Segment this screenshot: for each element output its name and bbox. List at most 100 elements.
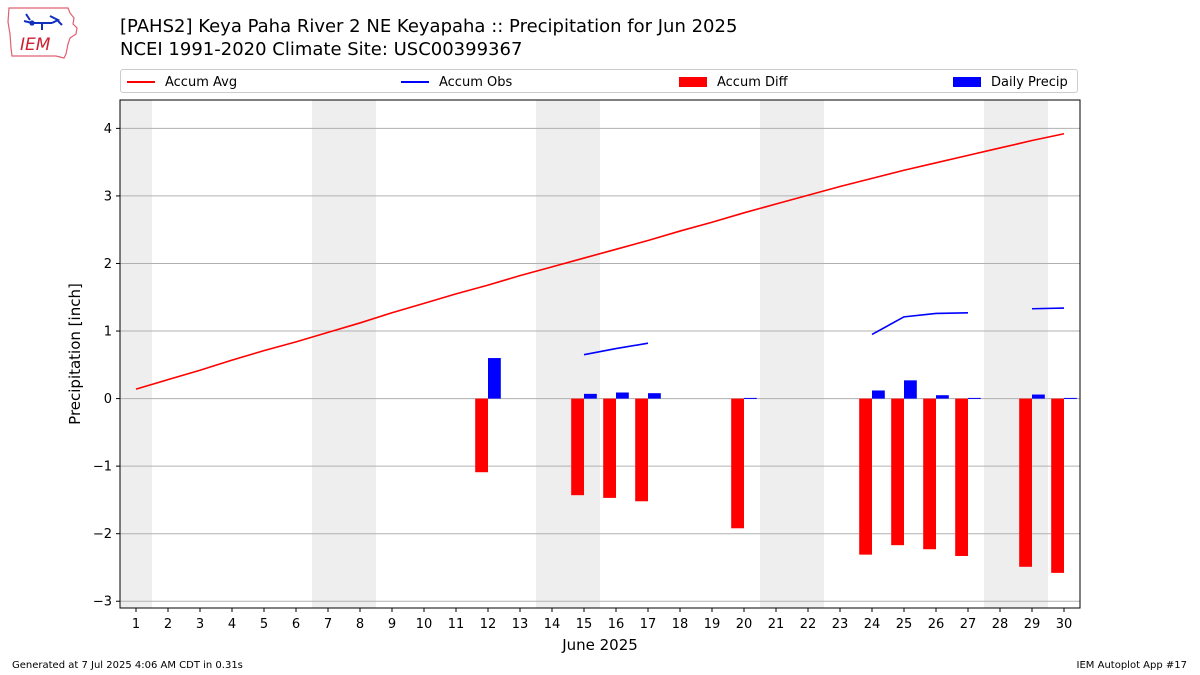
daily-precip-bar-16 — [616, 392, 629, 399]
y-axis-label: Precipitation [inch] — [66, 283, 84, 425]
accum-obs-line-segment-2 — [1031, 307, 1065, 310]
x-tick-label: 10 — [416, 617, 433, 632]
chart-legend: Accum Avg Accum Obs Accum Diff Daily Pre… — [120, 69, 1078, 93]
legend-entry-accum-diff: Accum Diff — [679, 73, 788, 91]
x-tick-label: 24 — [864, 617, 881, 632]
weekend-band-21 — [760, 100, 792, 608]
x-tick-label: 29 — [1024, 617, 1041, 632]
x-tick-label: 1 — [132, 617, 140, 632]
x-tick-label: 7 — [324, 617, 332, 632]
y-axis-ticks: −3 −2 −1 0 1 2 3 4 — [93, 122, 120, 610]
grid-lines — [120, 127, 1080, 602]
accum-diff-bar-26 — [923, 398, 936, 550]
x-tick-label: 21 — [768, 617, 785, 632]
weekend-band-22 — [792, 100, 824, 608]
weekend-band-7 — [312, 100, 344, 608]
legend-label-accum-obs: Accum Obs — [439, 74, 513, 90]
y-tick-label: −3 — [93, 595, 112, 610]
y-tick-label: 1 — [104, 325, 112, 340]
x-tick-label: 3 — [196, 617, 204, 632]
legend-entry-accum-obs: Accum Obs — [401, 73, 512, 91]
x-tick-label: 14 — [544, 617, 561, 632]
legend-label-accum-avg: Accum Avg — [165, 74, 238, 90]
chart-title: [PAHS2] Keya Paha River 2 NE Keyapaha ::… — [120, 16, 738, 37]
logo-text: IEM — [20, 35, 51, 55]
x-axis-label: June 2025 — [561, 636, 638, 654]
chart-subtitle: NCEI 1991-2020 Climate Site: USC00399367 — [120, 39, 523, 60]
weekend-band-28 — [984, 100, 1016, 608]
weekend-band-1 — [120, 100, 152, 608]
legend-label-daily-precip: Daily Precip — [991, 74, 1068, 90]
x-tick-label: 28 — [992, 617, 1009, 632]
x-axis-ticks: 1 2 3 4 5 6 7 8 9 10 11 12 13 14 15 16 17 18 19 20 21 22 23 24 2… — [132, 608, 1072, 632]
legend-label-accum-diff: Accum Diff — [717, 74, 788, 90]
accum-diff-bar-20 — [731, 398, 744, 529]
legend-swatch-red — [679, 77, 707, 87]
legend-entry-daily-precip: Daily Precip — [953, 73, 1068, 91]
legend-line-red — [127, 81, 155, 83]
weekend-band-8 — [344, 100, 376, 608]
daily-precip-bar-17 — [648, 393, 661, 399]
weather-station-icon — [23, 13, 63, 30]
accum-obs-line-segment-0 — [583, 342, 649, 356]
iem-logo: IEM — [7, 7, 78, 59]
x-tick-label: 25 — [896, 617, 913, 632]
weekend-bands — [120, 100, 1048, 608]
app-credit: IEM Autoplot App #17 — [1076, 660, 1187, 671]
x-tick-label: 9 — [388, 617, 396, 632]
daily-precip-bar-15 — [584, 393, 597, 399]
y-tick-label: 0 — [104, 392, 112, 407]
accum-diff-bar-24 — [859, 398, 872, 555]
legend-line-blue — [401, 81, 429, 83]
x-tick-label: 2 — [164, 617, 172, 632]
weekend-band-14 — [536, 100, 568, 608]
y-tick-label: −2 — [93, 527, 112, 542]
accum-diff-bar-29 — [1019, 398, 1032, 567]
y-tick-label: 4 — [104, 122, 112, 137]
x-tick-label: 15 — [576, 617, 593, 632]
daily-precip-bar-26 — [936, 395, 949, 399]
bar-marks — [475, 358, 1077, 573]
y-tick-label: 3 — [104, 189, 112, 204]
x-tick-label: 27 — [960, 617, 977, 632]
legend-swatch-blue — [953, 77, 981, 87]
x-tick-label: 20 — [736, 617, 753, 632]
y-tick-label: −1 — [93, 460, 112, 475]
y-tick-label: 2 — [104, 257, 112, 272]
x-tick-label: 22 — [800, 617, 817, 632]
accum-avg-line — [135, 132, 1065, 390]
x-tick-label: 5 — [260, 617, 268, 632]
x-tick-label: 4 — [228, 617, 236, 632]
accum-diff-bar-16 — [603, 398, 616, 498]
daily-precip-bar-27 — [968, 397, 981, 399]
x-tick-label: 17 — [640, 617, 657, 632]
x-tick-label: 23 — [832, 617, 849, 632]
accum-diff-bar-15 — [571, 398, 584, 496]
accum-diff-bar-25 — [891, 398, 904, 546]
x-tick-label: 26 — [928, 617, 945, 632]
accum-diff-bar-12 — [475, 398, 488, 473]
x-tick-label: 19 — [704, 617, 721, 632]
accum-diff-bar-27 — [955, 398, 968, 556]
x-tick-label: 13 — [512, 617, 529, 632]
x-tick-label: 12 — [480, 617, 497, 632]
x-tick-label: 16 — [608, 617, 625, 632]
x-tick-label: 6 — [292, 617, 300, 632]
accum-obs-line-segment-1 — [871, 311, 969, 336]
daily-precip-bar-24 — [872, 390, 885, 399]
generated-timestamp: Generated at 7 Jul 2025 4:06 AM CDT in 0… — [12, 660, 243, 671]
legend-entry-accum-avg: Accum Avg — [127, 73, 237, 91]
daily-precip-bar-30 — [1064, 397, 1077, 399]
accum-diff-bar-17 — [635, 398, 648, 502]
rain-gauge-icon — [29, 20, 35, 26]
x-tick-label: 30 — [1056, 617, 1073, 632]
daily-precip-bar-20 — [744, 397, 757, 399]
x-tick-label: 18 — [672, 617, 689, 632]
accum-diff-bar-30 — [1051, 398, 1064, 573]
daily-precip-bar-12 — [488, 358, 501, 399]
daily-precip-bar-25 — [904, 380, 917, 399]
line-marks — [135, 132, 1065, 390]
x-tick-label: 11 — [448, 617, 465, 632]
x-tick-label: 8 — [356, 617, 364, 632]
